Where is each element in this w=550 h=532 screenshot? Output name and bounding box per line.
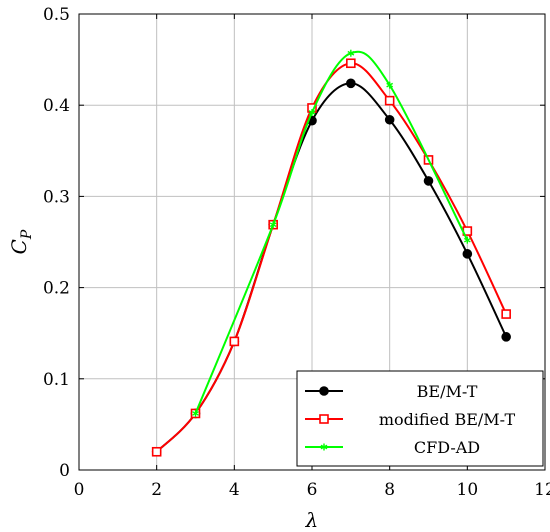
x-tick-label: 6 bbox=[307, 480, 318, 500]
star-stroke bbox=[463, 237, 471, 243]
data-point bbox=[269, 221, 277, 229]
y-axis-label-subscript: P bbox=[19, 229, 35, 240]
data-point bbox=[423, 176, 434, 186]
data-point bbox=[384, 114, 395, 125]
star-stroke bbox=[386, 82, 394, 88]
legend-entry: BE/M-T bbox=[305, 382, 478, 401]
y-tick-label: 0.5 bbox=[43, 5, 70, 25]
data-point bbox=[346, 78, 356, 89]
data-point bbox=[308, 108, 316, 116]
star-stroke bbox=[269, 222, 277, 228]
x-tick-label: 10 bbox=[457, 480, 479, 500]
star-stroke bbox=[320, 444, 328, 450]
y-axis-label-main: C bbox=[7, 239, 31, 254]
x-tick-label: 8 bbox=[384, 480, 395, 500]
x-axis-label: λ bbox=[305, 508, 319, 532]
data-point bbox=[151, 446, 162, 457]
legend-label: modified BE/M-T bbox=[379, 410, 516, 429]
legend-entry: CFD-AD bbox=[305, 438, 480, 457]
data-point bbox=[386, 81, 394, 89]
ticks: 0 2 4 6 8 10 12 0 0.1 0.2 0.3 0.4 0.5 bbox=[43, 5, 550, 500]
data-point bbox=[319, 414, 329, 424]
star-stroke bbox=[347, 50, 355, 56]
data-point bbox=[346, 58, 356, 69]
legend: BE/M-T modified BE/M-T CFD-AD bbox=[296, 370, 544, 467]
legend-entry: modified BE/M-T bbox=[305, 410, 516, 429]
data-point bbox=[501, 332, 511, 342]
y-tick-label: 0.4 bbox=[43, 96, 70, 116]
data-point bbox=[462, 249, 473, 259]
series bbox=[192, 49, 471, 417]
x-tick-label: 4 bbox=[229, 480, 240, 500]
star-stroke bbox=[192, 411, 199, 416]
y-tick-label: 0.2 bbox=[43, 279, 70, 299]
y-tick-label: 0.3 bbox=[43, 187, 70, 207]
y-tick-label: 0 bbox=[59, 461, 70, 481]
data-point bbox=[463, 236, 471, 244]
series-line bbox=[155, 62, 508, 453]
legend-label: BE/M-T bbox=[417, 382, 478, 401]
x-tick-label: 12 bbox=[534, 480, 550, 500]
series-layer bbox=[151, 49, 511, 457]
data-point bbox=[347, 49, 355, 57]
star-stroke bbox=[308, 110, 316, 115]
data-point bbox=[319, 386, 329, 396]
y-axis-label: CP bbox=[7, 229, 35, 254]
data-point bbox=[229, 336, 240, 347]
data-point bbox=[192, 409, 199, 417]
y-tick-label: 0.1 bbox=[43, 370, 70, 390]
series-line bbox=[194, 50, 469, 414]
data-point bbox=[501, 309, 511, 319]
data-point bbox=[384, 95, 395, 106]
legend-label: CFD-AD bbox=[414, 438, 480, 457]
data-point bbox=[320, 443, 328, 451]
x-tick-label: 0 bbox=[74, 480, 85, 500]
x-tick-label: 2 bbox=[151, 480, 162, 500]
